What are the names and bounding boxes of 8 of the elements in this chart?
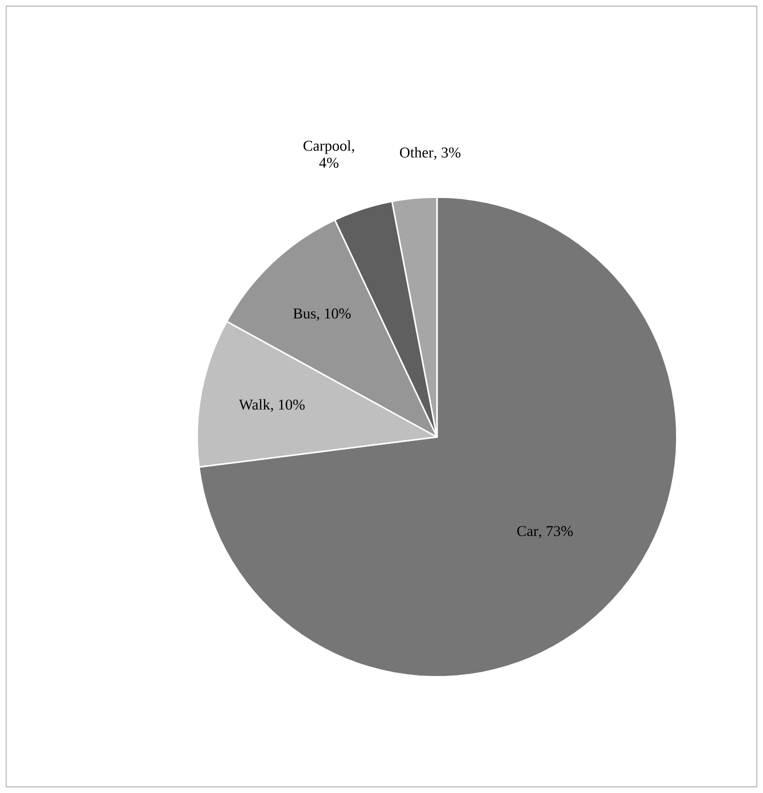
slice-label: Other xyxy=(400,147,434,158)
slice-label: Walk xyxy=(238,399,270,410)
data-label: , 10% xyxy=(270,400,305,412)
slice-label: Bus xyxy=(293,308,316,319)
slice-label: Car xyxy=(517,526,538,536)
data-label: , 3% xyxy=(434,147,460,160)
data-label: , 73% xyxy=(538,526,573,538)
data-label: , 10% xyxy=(316,308,351,321)
